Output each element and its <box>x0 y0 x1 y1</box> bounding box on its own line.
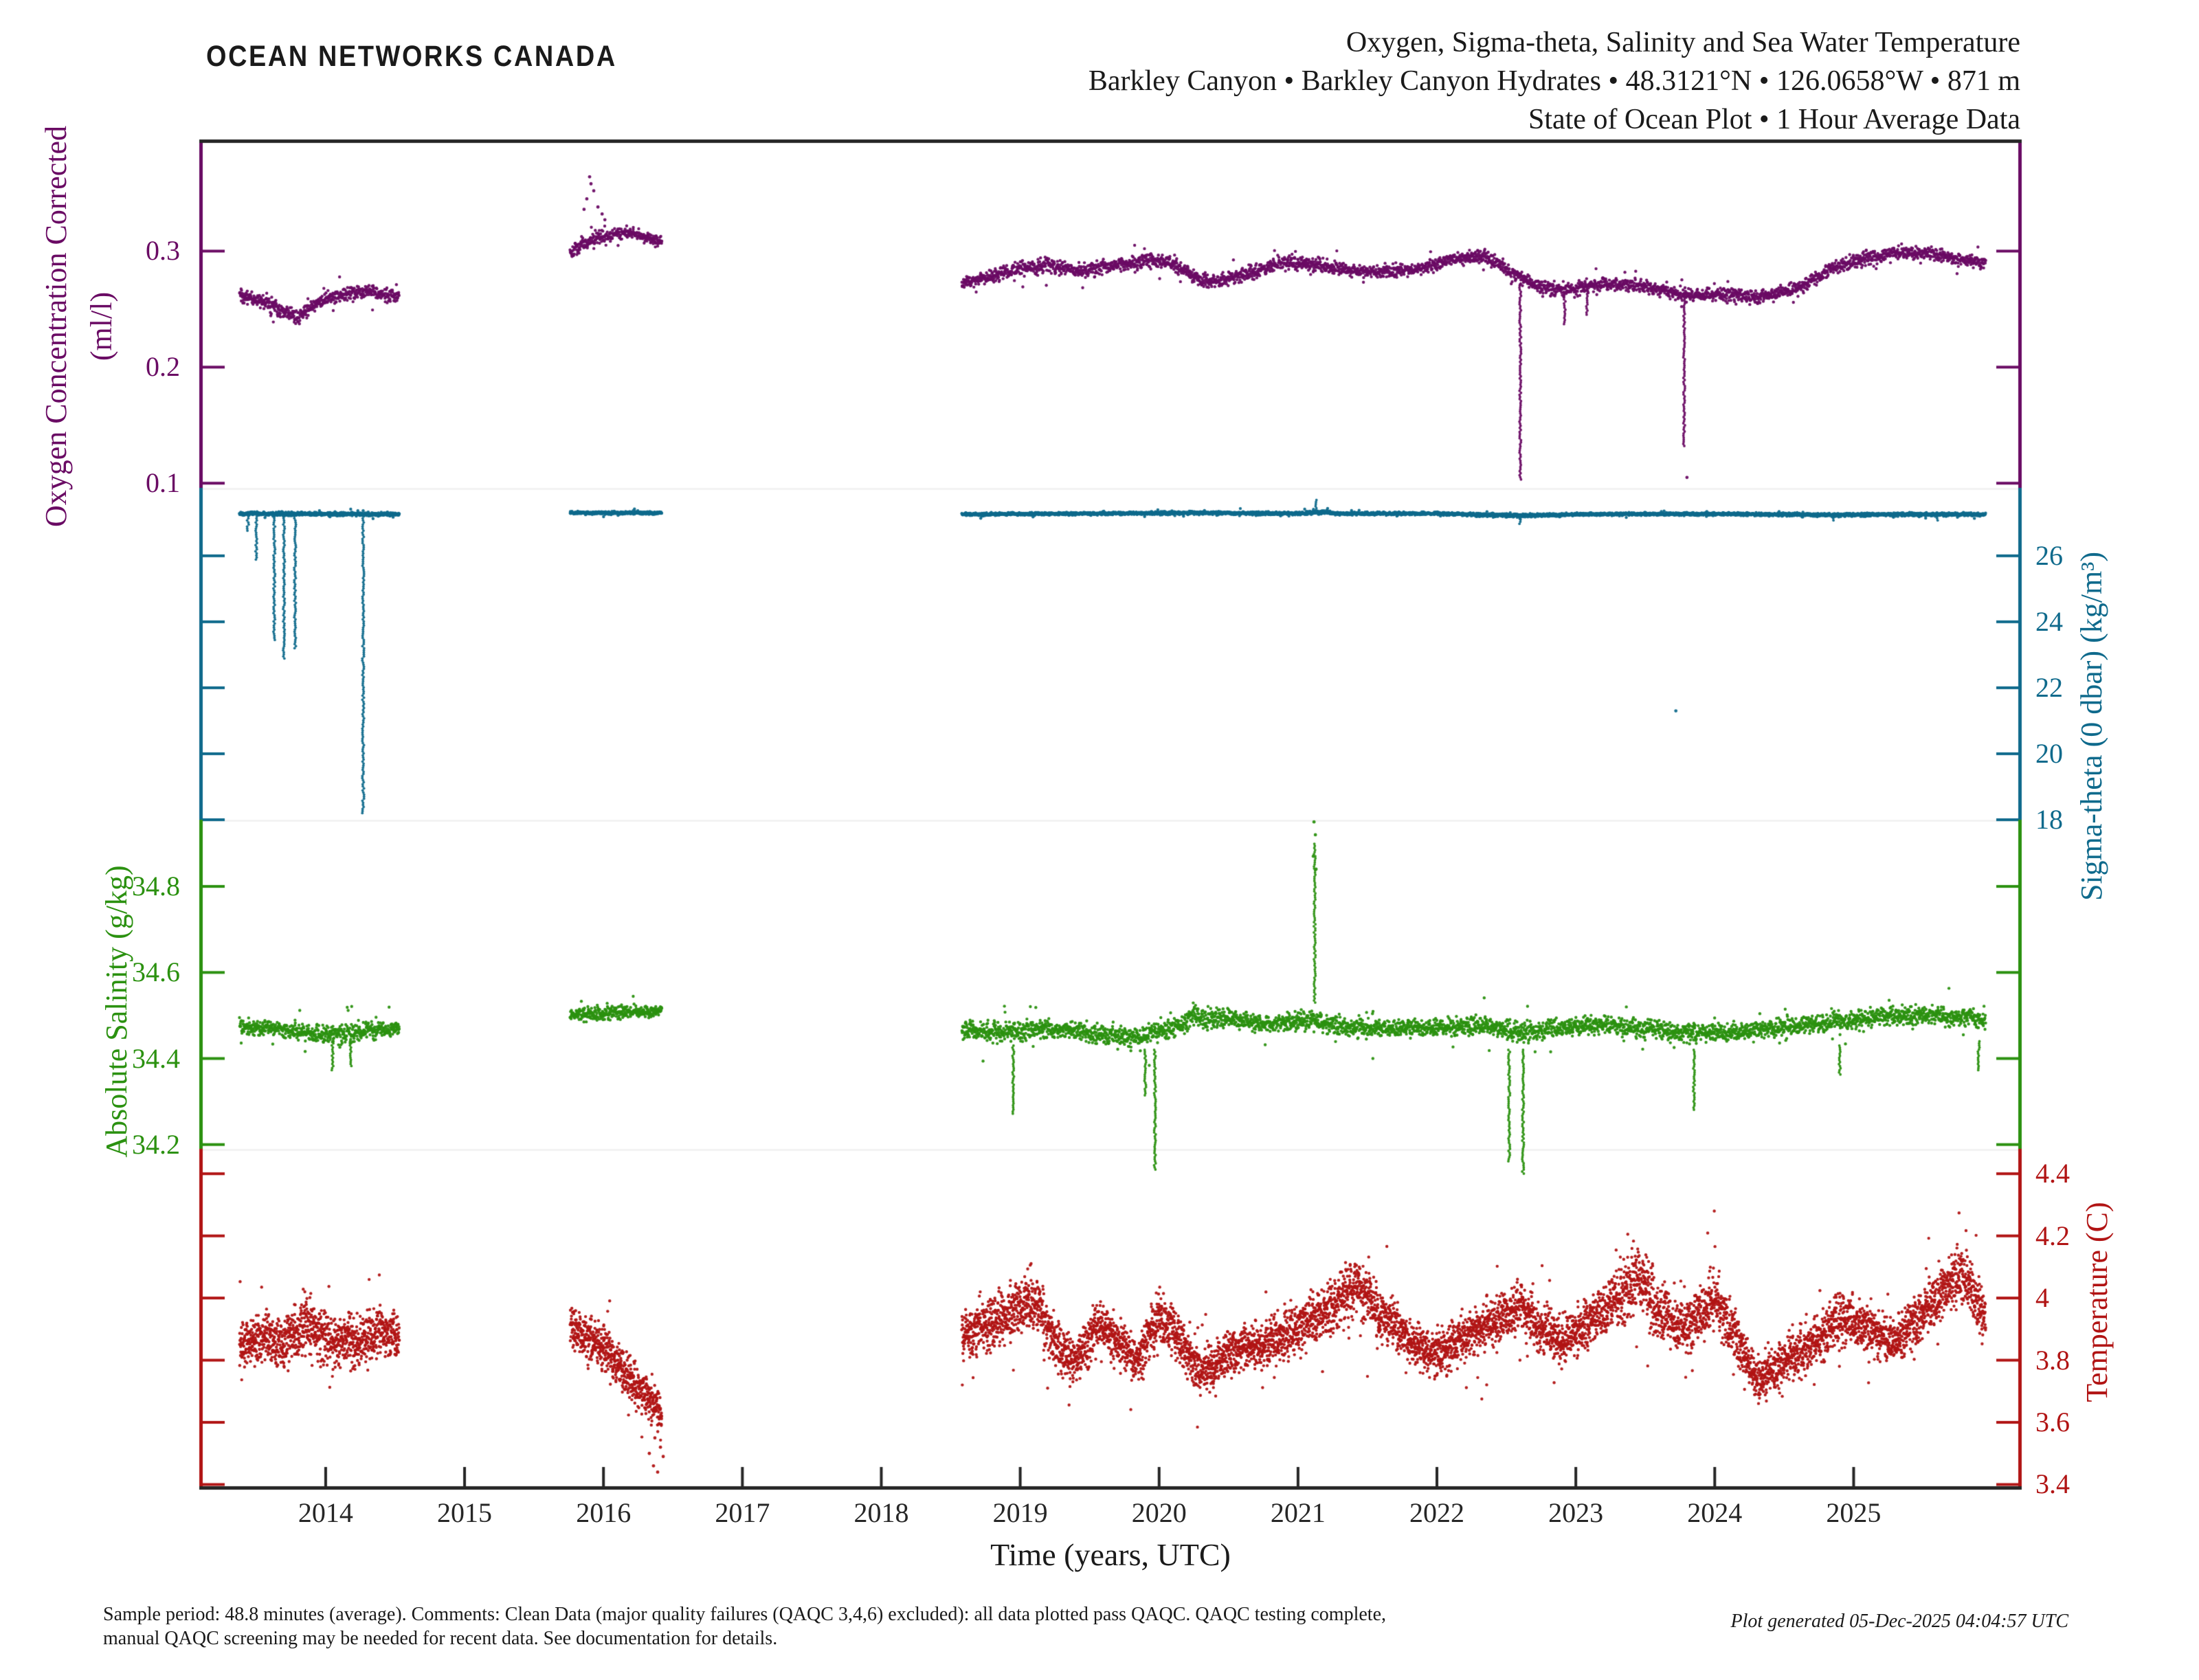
y-tick-label-salinity-34.8: 34.8 <box>132 871 180 902</box>
y-tick-label-temperature-3.8: 3.8 <box>2035 1344 2070 1376</box>
x-tick-label-2016: 2016 <box>576 1497 632 1528</box>
y-tick-label-sigma-22: 22 <box>2035 671 2063 703</box>
y-tick-label-temperature-4: 4 <box>2035 1282 2049 1314</box>
x-tick-label-2014: 2014 <box>298 1497 353 1528</box>
y-tick-label-sigma-20: 20 <box>2035 737 2063 769</box>
y-tick-label-temperature-3.6: 3.6 <box>2035 1407 2070 1438</box>
y-tick-label-salinity-34.4: 34.4 <box>132 1042 180 1074</box>
plot-generated-note: Plot generated 05-Dec-2025 04:04:57 UTC <box>1730 1611 2068 1632</box>
x-tick-label-2021: 2021 <box>1270 1497 1326 1528</box>
onc-logo: OCEAN NETWORKS CANADA <box>206 40 617 73</box>
y-tick-label-sigma-18: 18 <box>2035 804 2063 835</box>
y-tick-label-oxygen-0.3: 0.3 <box>146 235 180 267</box>
plot-title-block: Oxygen, Sigma-theta, Salinity and Sea Wa… <box>1089 23 2020 139</box>
y-tick-label-oxygen-0.2: 0.2 <box>146 351 180 383</box>
footer-line2: manual QAQC screening may be needed for … <box>103 1628 778 1649</box>
footer-line1: Sample period: 48.8 minutes (average). C… <box>103 1604 1387 1625</box>
y-tick-label-oxygen-0.1: 0.1 <box>146 467 180 499</box>
footer-comments: Sample period: 48.8 minutes (average). C… <box>103 1602 1386 1650</box>
x-tick-label-2023: 2023 <box>1548 1497 1604 1528</box>
x-tick-label-2020: 2020 <box>1131 1497 1187 1528</box>
y-tick-label-salinity-34.2: 34.2 <box>132 1128 180 1160</box>
plot-title-line3: State of Ocean Plot • 1 Hour Average Dat… <box>1528 104 2020 135</box>
x-tick-label-2017: 2017 <box>715 1497 770 1528</box>
y-tick-label-salinity-34.6: 34.6 <box>132 956 180 988</box>
x-tick-label-2018: 2018 <box>853 1497 909 1528</box>
plot-title-line2: Barkley Canyon • Barkley Canyon Hydrates… <box>1088 65 2020 97</box>
y-tick-label-temperature-3.4: 3.4 <box>2035 1468 2070 1500</box>
x-tick-label-2025: 2025 <box>1826 1497 1882 1528</box>
x-axis-title: Time (years, UTC) <box>990 1537 1231 1572</box>
y-tick-label-sigma-24: 24 <box>2035 605 2063 637</box>
plot-title-line1: Oxygen, Sigma-theta, Salinity and Sea Wa… <box>1346 27 2020 58</box>
y-tick-label-temperature-4.2: 4.2 <box>2035 1220 2070 1251</box>
x-tick-label-2022: 2022 <box>1409 1497 1465 1528</box>
x-tick-label-2019: 2019 <box>992 1497 1048 1528</box>
y-tick-label-sigma-26: 26 <box>2035 539 2063 571</box>
x-tick-label-2015: 2015 <box>437 1497 493 1528</box>
salinity-axis-title: Absolute Salinity (g/kg) <box>100 865 133 1158</box>
y-tick-label-temperature-4.4: 4.4 <box>2035 1158 2070 1189</box>
x-tick-label-2024: 2024 <box>1687 1497 1743 1528</box>
